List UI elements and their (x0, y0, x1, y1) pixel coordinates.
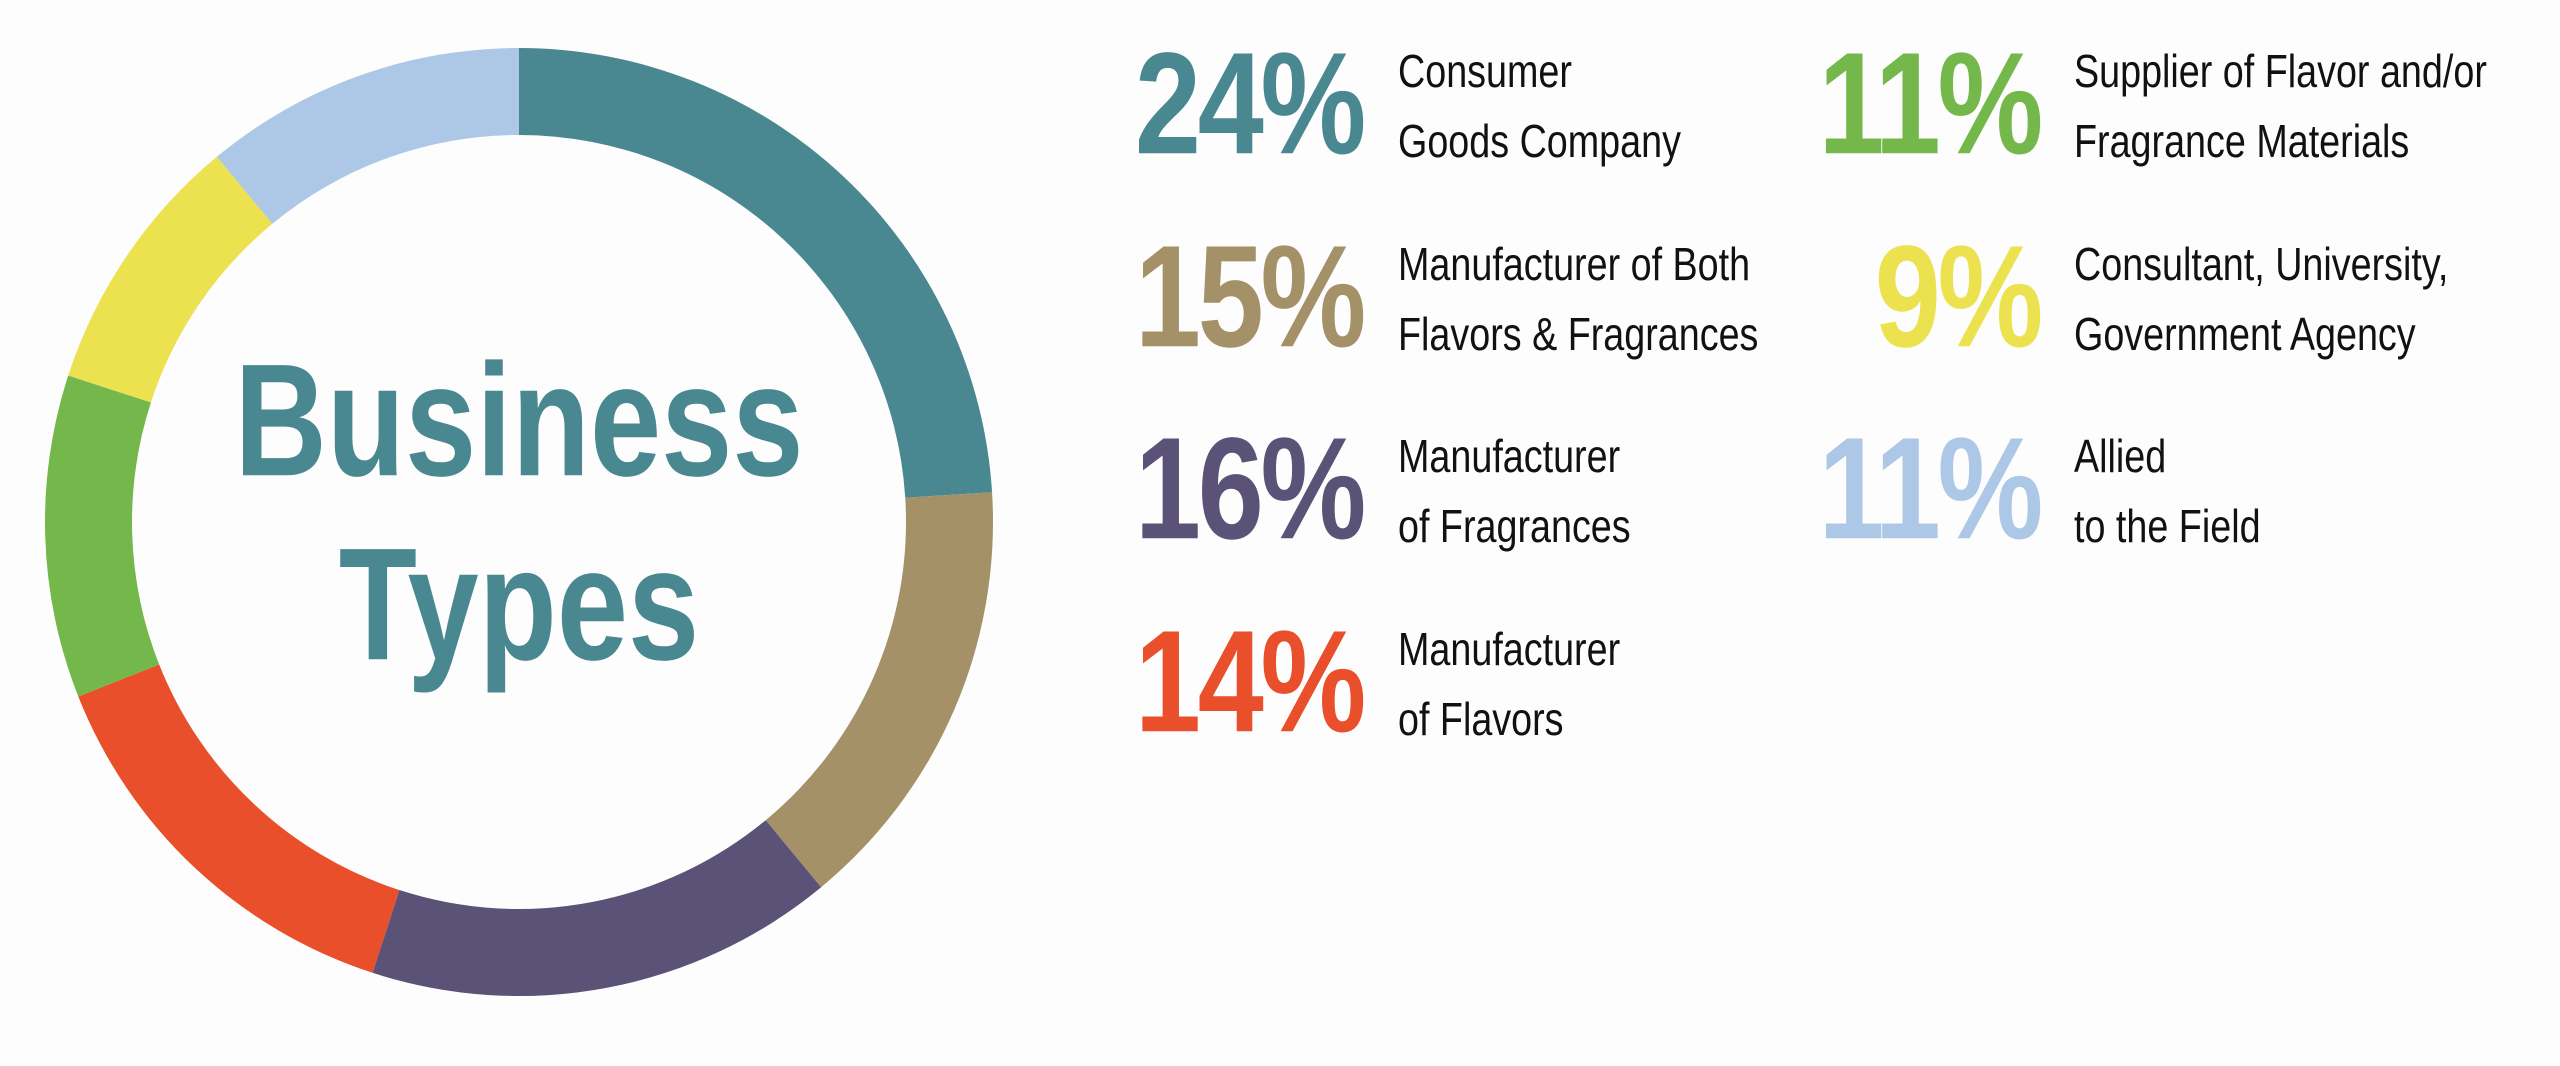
legend-label: Flavors & Fragrances (1398, 309, 1758, 360)
value-label: 16% (1135, 408, 1364, 570)
donut-segment (45, 375, 160, 697)
legend-label: of Fragrances (1398, 501, 1631, 552)
value-label: 9% (1875, 216, 2041, 378)
legend-label: Government Agency (2074, 309, 2416, 360)
donut-segment (78, 664, 400, 973)
value-label: 15% (1135, 216, 1364, 378)
legend-label: Fragrance Materials (2074, 116, 2409, 167)
legend-label: to the Field (2074, 501, 2261, 552)
donut-segment (68, 156, 273, 403)
donut-segment (372, 820, 822, 996)
donut-segment (765, 492, 993, 888)
legend-label: Supplier of Flavor and/or (2074, 46, 2487, 97)
value-label: 14% (1135, 601, 1364, 763)
legend-label: Consumer (1398, 46, 1572, 97)
donut-segment (216, 48, 519, 224)
chart-title: Business (234, 331, 803, 510)
donut-segment (519, 48, 993, 498)
legend-label: of Flavors (1398, 694, 1564, 745)
legend-label: Manufacturer of Both (1398, 239, 1750, 290)
legend-label: Goods Company (1398, 116, 1681, 167)
value-label: 24% (1135, 23, 1364, 185)
chart-title: Types (339, 515, 699, 694)
value-label: 11% (1818, 23, 2040, 185)
value-label: 11% (1818, 408, 2040, 570)
legend-label: Manufacturer (1398, 431, 1620, 482)
legend-label: Allied (2074, 431, 2166, 482)
legend-label: Manufacturer (1398, 624, 1620, 675)
legend-label: Consultant, University, (2074, 239, 2448, 290)
